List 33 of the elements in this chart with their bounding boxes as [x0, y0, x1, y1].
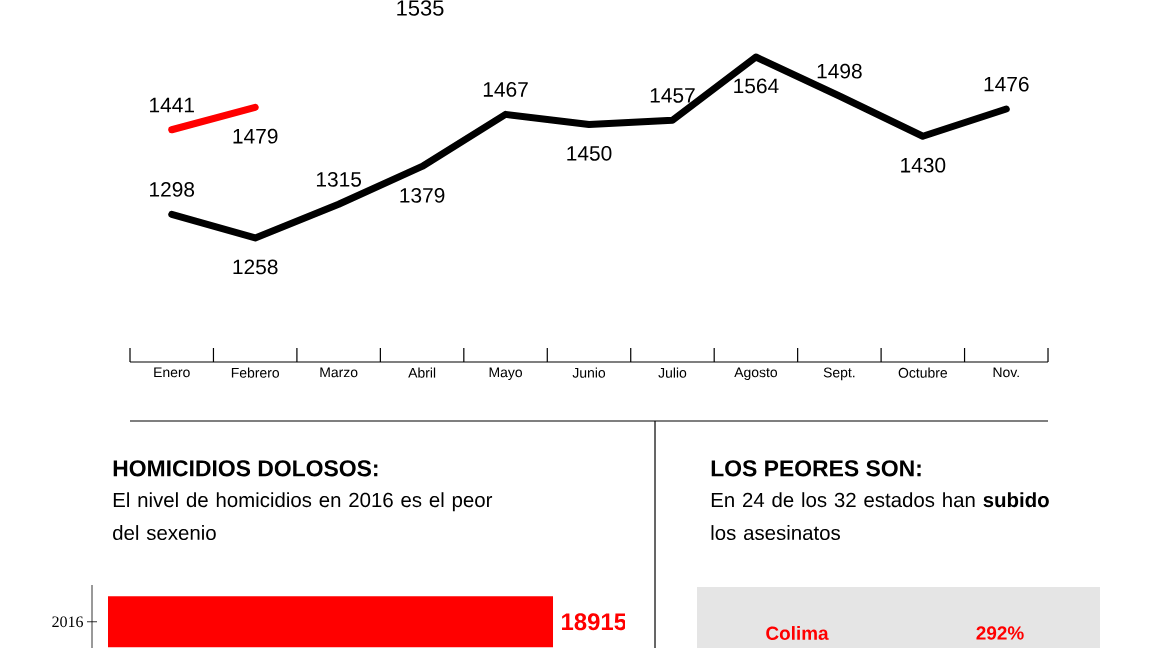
data-label: 1258	[233, 259, 278, 275]
data-label: 1315	[316, 171, 362, 187]
x-tick-label: Sept.	[823, 367, 855, 381]
data-label: 18915	[562, 613, 627, 631]
text: En 24 de los 32 estados han subido los asesinatos	[711, 492, 1049, 541]
text: LOS PEORES SON:	[711, 460, 921, 477]
x-tick-label: Marzo	[320, 367, 358, 378]
y-tick-label: 2016	[52, 616, 84, 628]
data-label: 1298	[150, 182, 195, 197]
data-label: 1564	[734, 78, 779, 94]
x-tick-label: Nov.	[993, 367, 1019, 378]
x-tick-label: Mayo	[489, 367, 523, 380]
data-label: 1479	[233, 128, 278, 144]
x-tick-label: Abril	[408, 367, 436, 378]
data-label: 1430	[901, 157, 946, 173]
chart-title: HOMICIDIOS DOLOSOS:	[113, 460, 378, 477]
data-label: 1379	[400, 187, 445, 203]
x-tick-label: Junio	[572, 367, 606, 378]
data-label: 1498	[817, 63, 862, 79]
chart-subtitle: El nivel de homicidios en 2016 es el peor del sexenio	[113, 492, 493, 541]
text: 1535	[397, 0, 444, 16]
x-tick-label: Enero	[154, 367, 190, 378]
data-label: 1450	[567, 145, 612, 161]
text: 292%	[976, 626, 1024, 640]
data-label: 1476	[984, 76, 1029, 92]
data-label: 1467	[483, 82, 528, 97]
x-tick-label: Febrero	[231, 367, 280, 378]
x-tick-label: Octubre	[898, 367, 948, 378]
category-label: Colima	[766, 626, 829, 640]
data-label: 1457	[650, 88, 695, 103]
data-label: 1441	[150, 97, 194, 113]
x-tick-label: Julio	[658, 367, 687, 378]
x-tick-label: Agosto	[734, 367, 778, 380]
